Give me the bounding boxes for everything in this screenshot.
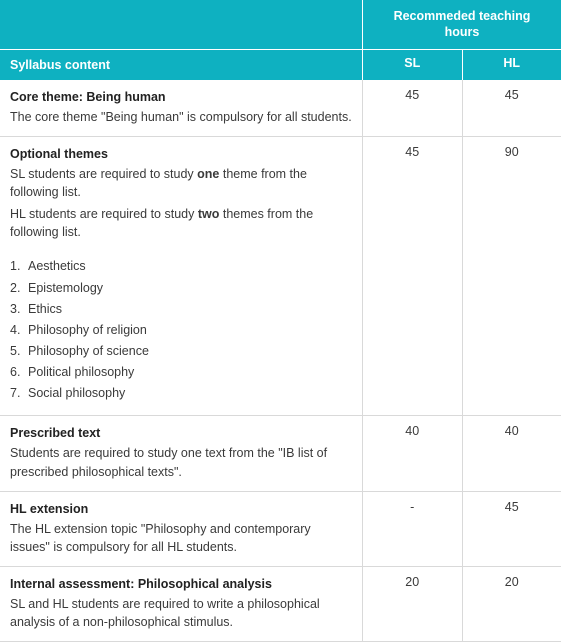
content-cell: Internal assessment: Philosophical analy… — [0, 567, 362, 641]
sl-hours: 40 — [362, 416, 462, 490]
list-item: 7.Social philosophy — [28, 384, 352, 402]
table-row: Optional themes SL students are required… — [0, 137, 561, 417]
list-item: 2.Epistemology — [28, 279, 352, 297]
row-title: Internal assessment: Philosophical analy… — [10, 575, 352, 593]
header-hl: HL — [462, 50, 561, 80]
list-item: 3.Ethics — [28, 300, 352, 318]
row-desc: The core theme "Being human" is compulso… — [10, 108, 352, 126]
row-desc-line1: SL students are required to study one th… — [10, 165, 352, 201]
row-title: Core theme: Being human — [10, 88, 352, 106]
list-num: 2. — [10, 279, 20, 297]
hl-hours: 90 — [462, 137, 561, 416]
list-label: Social philosophy — [28, 386, 125, 400]
list-label: Epistemology — [28, 281, 103, 295]
content-cell: Prescribed text Students are required to… — [0, 416, 362, 490]
table-row: Core theme: Being human The core theme "… — [0, 80, 561, 137]
desc-bold: two — [198, 207, 220, 221]
list-num: 5. — [10, 342, 20, 360]
row-title: HL extension — [10, 500, 352, 518]
list-num: 1. — [10, 257, 20, 275]
hl-hours: 45 — [462, 80, 561, 136]
list-item: 5.Philosophy of science — [28, 342, 352, 360]
list-num: 7. — [10, 384, 20, 402]
header-hours-line1: Recommeded teaching — [394, 9, 531, 23]
sl-hours: 20 — [362, 567, 462, 641]
sl-hours: - — [362, 492, 462, 566]
sl-hours: 45 — [362, 80, 462, 136]
header-syllabus-label: Syllabus content — [10, 58, 110, 72]
content-cell: Optional themes SL students are required… — [0, 137, 362, 416]
content-cell: Core theme: Being human The core theme "… — [0, 80, 362, 136]
header-sl: SL — [362, 50, 462, 80]
table-header-row-1: Recommeded teaching hours — [0, 0, 561, 50]
row-title: Optional themes — [10, 145, 352, 163]
row-title: Prescribed text — [10, 424, 352, 442]
list-num: 6. — [10, 363, 20, 381]
list-label: Ethics — [28, 302, 62, 316]
header-syllabus: Syllabus content — [0, 50, 362, 80]
header-hours: Recommeded teaching hours — [362, 0, 561, 49]
desc-pre: SL students are required to study — [10, 167, 197, 181]
table-header-row-2: Syllabus content SL HL — [0, 50, 561, 80]
header-syllabus-spacer — [0, 0, 362, 49]
list-label: Political philosophy — [28, 365, 134, 379]
sl-hours: 45 — [362, 137, 462, 416]
hl-hours: 20 — [462, 567, 561, 641]
list-item: 4.Philosophy of religion — [28, 321, 352, 339]
list-num: 3. — [10, 300, 20, 318]
hl-hours: 45 — [462, 492, 561, 566]
row-desc: Students are required to study one text … — [10, 444, 352, 480]
header-hours-line2: hours — [445, 25, 480, 39]
table-row: HL extension The HL extension topic "Phi… — [0, 492, 561, 567]
row-desc: The HL extension topic "Philosophy and c… — [10, 520, 352, 556]
list-item: 1.Aesthetics — [28, 257, 352, 275]
list-label: Philosophy of religion — [28, 323, 147, 337]
content-cell: HL extension The HL extension topic "Phi… — [0, 492, 362, 566]
list-label: Philosophy of science — [28, 344, 149, 358]
hl-hours: 40 — [462, 416, 561, 490]
row-desc: SL and HL students are required to write… — [10, 595, 352, 631]
table-row: Prescribed text Students are required to… — [0, 416, 561, 491]
desc-pre: HL students are required to study — [10, 207, 198, 221]
row-desc-line2: HL students are required to study two th… — [10, 205, 352, 241]
list-num: 4. — [10, 321, 20, 339]
list-item: 6.Political philosophy — [28, 363, 352, 381]
table-row: Internal assessment: Philosophical analy… — [0, 567, 561, 642]
optional-themes-list: 1.Aesthetics 2.Epistemology 3.Ethics 4.P… — [10, 257, 352, 402]
desc-bold: one — [197, 167, 219, 181]
syllabus-table: Recommeded teaching hours Syllabus conte… — [0, 0, 561, 642]
list-label: Aesthetics — [28, 259, 86, 273]
